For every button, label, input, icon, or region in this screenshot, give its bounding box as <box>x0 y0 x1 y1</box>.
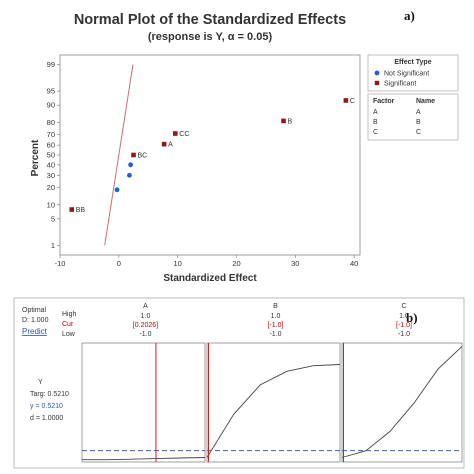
point-significant-bb <box>69 207 75 212</box>
legend-box <box>367 54 459 92</box>
point-significant-cc <box>172 131 178 136</box>
point-not-significant <box>128 162 133 168</box>
point-label-c: C <box>350 98 355 105</box>
point-significant-bc <box>131 152 136 158</box>
panel-label-a: a) <box>404 8 415 23</box>
point-not-significant <box>114 187 120 193</box>
x-tick-label: 0 <box>117 259 121 268</box>
factor-row-1-name: A <box>416 109 421 116</box>
row-label-high: High <box>62 311 77 318</box>
factor-row-3-factor: C <box>373 129 378 136</box>
legend-entry-significant: Significant <box>384 81 416 88</box>
y-tick-label: 30 <box>47 171 55 180</box>
x-tick-label: 20 <box>232 259 240 268</box>
y-tick-label: 20 <box>47 183 55 192</box>
y-tick-label: 60 <box>47 141 55 150</box>
point-not-significant <box>127 172 132 178</box>
x-axis-label: Standardized Effect <box>163 273 257 284</box>
chart-subtitle: (response is Y, α = 0.05) <box>148 31 273 43</box>
point-label-bc: BC <box>138 153 148 160</box>
y-tick-label: 90 <box>47 101 55 110</box>
factor-b-response-curve <box>206 364 341 458</box>
desirability-d-label: D: 1.000 <box>22 317 49 324</box>
panel-label-b: b) <box>406 310 418 325</box>
point-label-a: A <box>168 142 173 149</box>
legend-marker-significant <box>374 80 380 86</box>
point-significant-b <box>281 118 286 124</box>
factor-row-2-name: B <box>416 119 421 126</box>
factor-row-2-factor: B <box>373 119 378 126</box>
x-tick-label: 40 <box>350 259 358 268</box>
reference-line-group <box>104 64 134 246</box>
factor-c-current[interactable]: [-1.0] <box>396 322 412 329</box>
factor-headers: A 1.0 [0.2026] -1.0 B 1.0 [-1.0] -1.0 C 1.0 [-1.0]… <box>133 303 412 338</box>
point-significant-c <box>343 98 349 103</box>
predict-link[interactable]: Predict <box>22 327 48 336</box>
factor-a-high: 1.0 <box>141 313 151 320</box>
point-significant-a <box>161 141 167 147</box>
factor-profile-panels <box>81 342 463 463</box>
y-tick-label: 80 <box>47 118 55 127</box>
y-tick-label: 5 <box>51 214 55 223</box>
y-tick-label: 70 <box>47 130 55 139</box>
row-label-cur: Cur <box>62 321 74 328</box>
factor-a-panel <box>81 342 206 463</box>
factor-b-panel <box>206 342 341 463</box>
factor-b-name: B <box>273 303 278 310</box>
factor-b-low: -1.0 <box>269 331 281 338</box>
normal-reference-line <box>104 64 134 246</box>
x-tick-label: 30 <box>291 259 299 268</box>
factor-c-panel <box>341 342 463 463</box>
plot-area-a <box>59 54 361 256</box>
y-tick-label: 40 <box>47 160 55 169</box>
factor-row-1-factor: A <box>373 109 378 116</box>
factor-c-high: 1.0 <box>399 313 409 320</box>
optimal-label: Optimal <box>22 307 47 314</box>
optimizer-panel <box>13 297 465 469</box>
factor-a-response-curve <box>82 457 206 461</box>
x-tick-label: 10 <box>173 259 181 268</box>
row-label-low: Low <box>62 331 76 338</box>
factor-a-name: A <box>143 303 148 310</box>
y-tick-label: 50 <box>47 151 55 160</box>
response-y-value: y = 0.5210 <box>30 403 63 410</box>
factor-table-header-name: Name <box>416 98 435 105</box>
point-label-cc: CC <box>179 131 189 138</box>
factor-c-response-curve <box>341 346 463 458</box>
y-tick-label: 99 <box>47 60 55 69</box>
response-name: Y <box>38 379 43 386</box>
x-axis-ticks: -10 0 10 20 30 40 <box>55 255 358 268</box>
factor-a-current[interactable]: [0.2026] <box>133 322 158 329</box>
legend-entry-not-significant: Not Significant <box>384 71 429 78</box>
legend-title: Effect Type <box>394 59 431 66</box>
response-target: Targ: 0.5210 <box>30 391 69 398</box>
x-tick-label: -10 <box>55 259 66 268</box>
legend-marker-not-significant <box>374 70 380 76</box>
factor-table-header-factor: Factor <box>373 98 395 105</box>
y-axis-label: Percent <box>30 139 41 176</box>
factor-b-current[interactable]: [-1.0] <box>268 322 284 329</box>
response-d-value: d = 1.0000 <box>30 415 63 422</box>
chart-title: Normal Plot of the Standardized Effects <box>74 12 346 28</box>
factor-c-low: -1.0 <box>398 331 410 338</box>
point-label-b: B <box>288 118 293 125</box>
y-tick-label: 10 <box>47 200 55 209</box>
factor-b-high: 1.0 <box>271 313 281 320</box>
factor-c-name: C <box>401 303 406 310</box>
y-tick-label: 95 <box>47 87 55 96</box>
point-label-bb: BB <box>76 207 86 214</box>
factor-row-3-name: C <box>416 129 421 136</box>
factor-a-low: -1.0 <box>139 331 151 338</box>
y-tick-label: 1 <box>51 241 55 250</box>
factor-table-box <box>367 93 459 141</box>
